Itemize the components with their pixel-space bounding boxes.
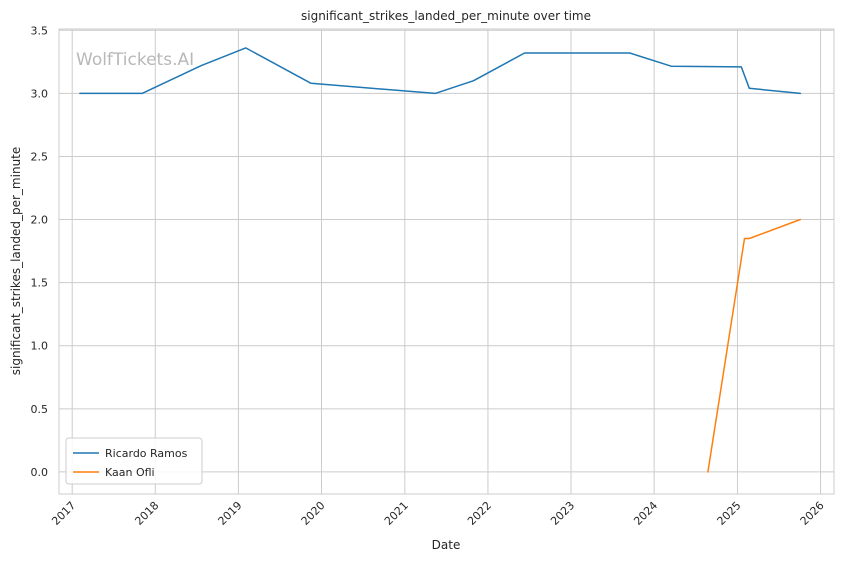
y-tick-label: 1.5 (31, 277, 49, 290)
plot-area-frame (58, 28, 835, 495)
y-tick-label: 3.0 (31, 87, 49, 100)
legend-label: Kaan Ofli (105, 466, 155, 479)
y-tick-label: 2.0 (31, 214, 49, 227)
y-tick-label: 1.0 (31, 340, 49, 353)
series-layer (79, 47, 802, 473)
y-tick-label: 2.5 (31, 150, 49, 163)
watermark: WolfTickets.AI (76, 50, 194, 70)
legend-box (65, 437, 203, 485)
y-tick-label: 0.5 (31, 403, 49, 416)
y-axis-label: significant_strikes_landed_per_minute (9, 147, 23, 376)
grid-lines (59, 29, 834, 494)
x-axis-label: Date (432, 538, 461, 552)
series-line-ricardo-ramos (79, 47, 802, 95)
series-line-kaan-ofli (707, 218, 802, 473)
chart-title: significant_strikes_landed_per_minute ov… (301, 9, 591, 23)
legend: Ricardo Ramos Kaan Ofli (65, 437, 203, 485)
y-tick-labels: 0.0 0.5 1.0 1.5 2.0 2.5 3.0 3.5 (31, 24, 49, 479)
y-tick-label: 3.5 (31, 24, 49, 37)
y-tick-label: 0.0 (31, 466, 49, 479)
legend-label: Ricardo Ramos (105, 447, 188, 460)
